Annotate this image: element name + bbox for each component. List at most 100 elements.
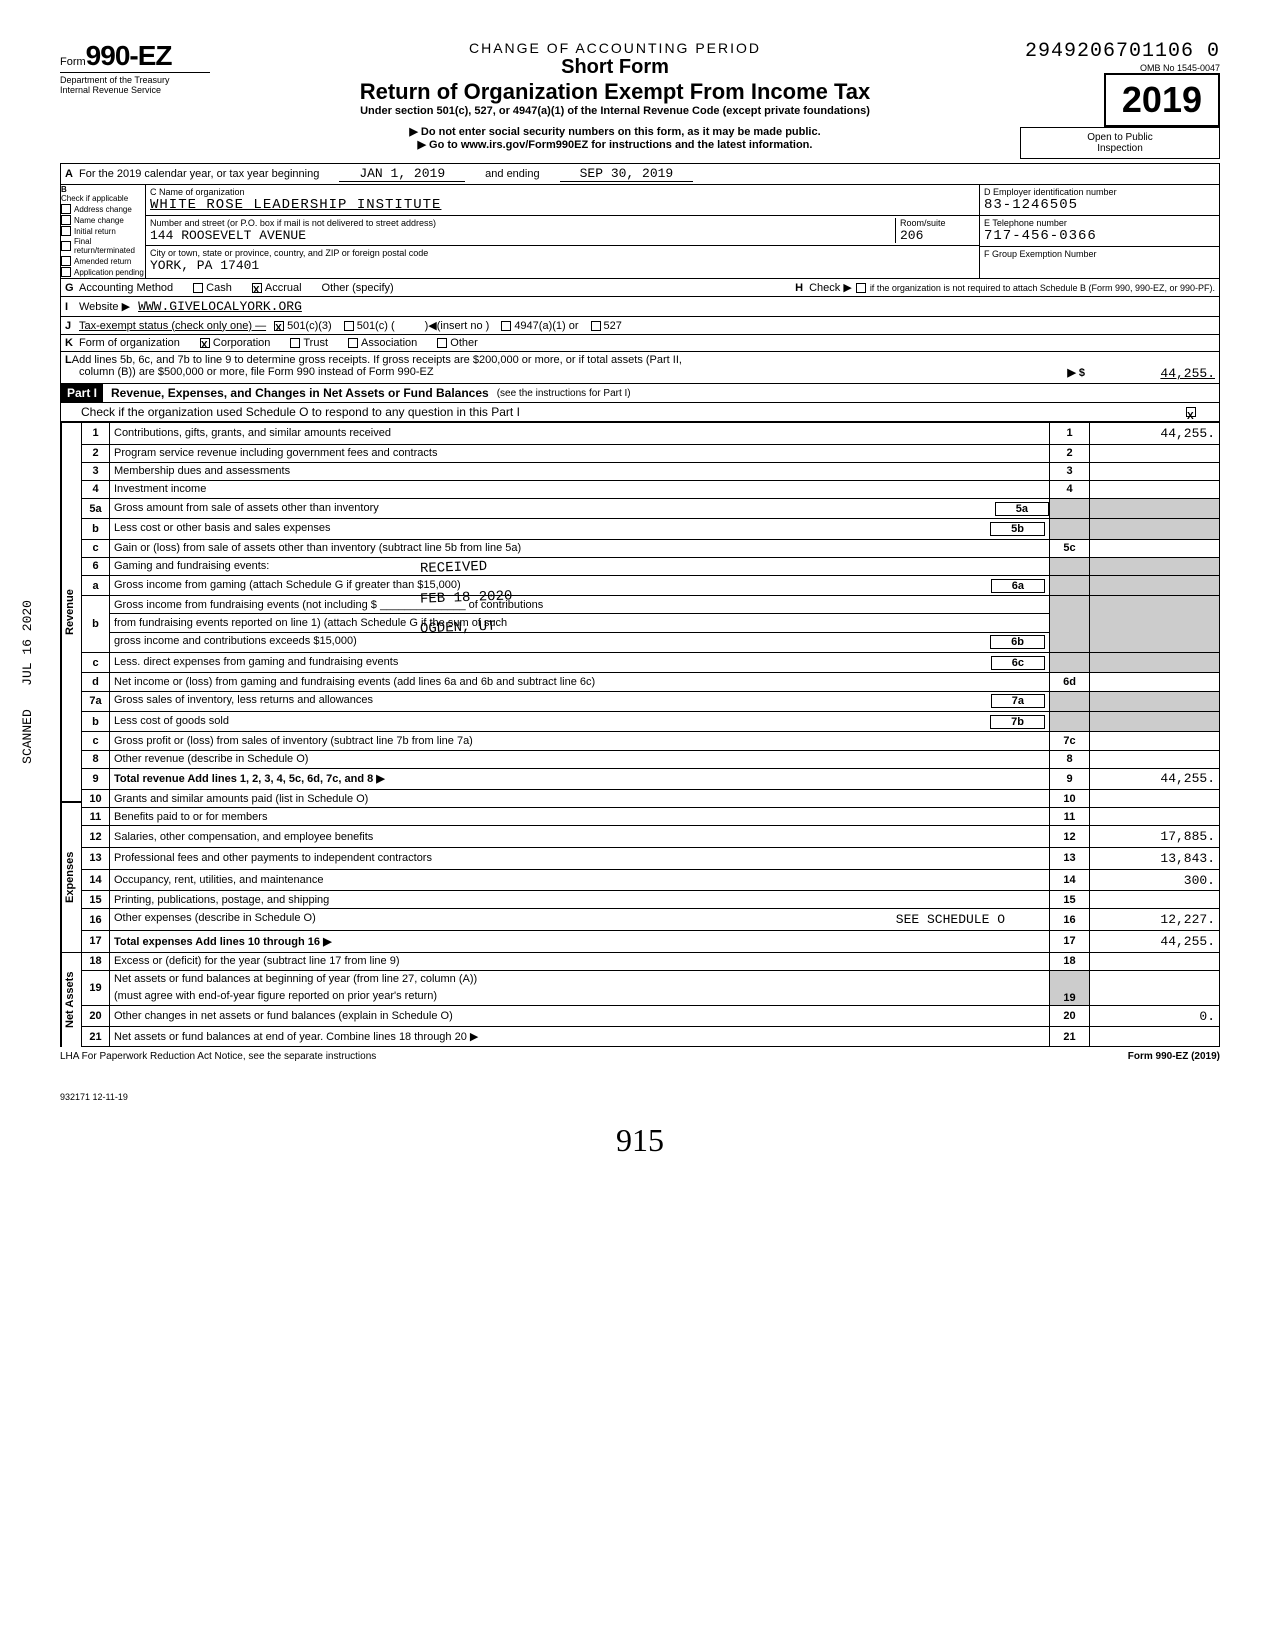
line6a-desc: Gross income from gaming (attach Schedul… <box>114 579 461 591</box>
group-exempt-label: F Group Exemption Number <box>984 249 1215 259</box>
part1-title: Revenue, Expenses, and Changes in Net As… <box>111 386 489 400</box>
line16-desc: Other expenses (describe in Schedule O) <box>114 912 316 924</box>
line21-desc: Net assets or fund balances at end of ye… <box>114 1031 467 1043</box>
cb-schedule-o[interactable] <box>1186 407 1196 417</box>
line7a-desc: Gross sales of inventory, less returns a… <box>114 694 373 706</box>
line5a-desc: Gross amount from sale of assets other t… <box>114 502 379 514</box>
org-info-block: B Check if applicable Address change Nam… <box>60 185 1220 279</box>
cb-other-org[interactable] <box>437 338 447 348</box>
row-j: J Tax-exempt status (check only one) — 5… <box>60 317 1220 335</box>
expenses-label: Expenses <box>61 802 81 952</box>
phone-value: 717-456-0366 <box>984 228 1097 244</box>
h-check-label: Check ▶ <box>809 281 852 294</box>
side-stamp: SCANNED JUL 16 2020 <box>20 600 35 764</box>
website-note: Go to www.irs.gov/Form990EZ for instruct… <box>210 138 1020 151</box>
form-org-label: Form of organization <box>79 337 180 349</box>
section-c: C Name of organization WHITE ROSE LEADER… <box>146 185 979 278</box>
row-l: LAdd lines 5b, 6c, and 7b to line 9 to d… <box>60 352 1220 384</box>
end-date: SEP 30, 2019 <box>560 166 694 182</box>
cb-app-pending[interactable]: Application pending <box>61 267 145 277</box>
cb-corporation[interactable] <box>200 338 210 348</box>
line7c-desc: Gross profit or (loss) from sales of inv… <box>110 732 1050 750</box>
cb-h-check[interactable] <box>856 283 866 293</box>
part1-label: Part I <box>61 384 103 402</box>
line9-desc: Total revenue Add lines 1, 2, 3, 4, 5c, … <box>114 773 373 785</box>
footer: LHA For Paperwork Reduction Act Notice, … <box>60 1051 1220 1062</box>
ein-value: 83-1246505 <box>984 197 1078 213</box>
lines-section: Revenue Expenses Net Assets 1Contributio… <box>60 422 1220 1047</box>
line1-desc: Contributions, gifts, grants, and simila… <box>110 423 1050 445</box>
subtitle: Under section 501(c), 527, or 4947(a)(1)… <box>210 105 1020 117</box>
city-label: City or town, state or province, country… <box>150 248 975 258</box>
cb-address-change[interactable]: Address change <box>61 204 145 214</box>
line13-desc: Professional fees and other payments to … <box>110 848 1050 870</box>
part1-note: (see the instructions for Part I) <box>497 388 631 399</box>
city-value: YORK, PA 17401 <box>150 258 259 273</box>
other-changes-amt: 0. <box>1090 1005 1220 1027</box>
line6c-desc: Less. direct expenses from gaming and fu… <box>114 656 398 668</box>
occupancy-amt: 300. <box>1090 869 1220 891</box>
website-value: WWW.GIVELOCALYORK.ORG <box>138 299 302 314</box>
line8-desc: Other revenue (describe in Schedule O) <box>110 750 1050 768</box>
form-number: 990-EZ <box>86 40 172 72</box>
cb-name-change[interactable]: Name change <box>61 215 145 225</box>
omb-number: OMB No 1545-0047 <box>1020 63 1220 73</box>
short-form-title: Short Form <box>210 56 1020 79</box>
main-title: Return of Organization Exempt From Incom… <box>210 79 1020 105</box>
h-note: if the organization is not required to a… <box>870 283 1215 293</box>
line5c-desc: Gain or (loss) from sale of assets other… <box>110 539 1050 557</box>
line-a-mid: and ending <box>485 168 539 180</box>
cb-501c3[interactable] <box>274 321 284 331</box>
tax-exempt-label: Tax-exempt status (check only one) — <box>79 320 266 332</box>
line3-desc: Membership dues and assessments <box>110 462 1050 480</box>
cb-4947[interactable] <box>501 321 511 331</box>
org-name: WHITE ROSE LEADERSHIP INSTITUTE <box>150 197 441 213</box>
cb-initial-return[interactable]: Initial return <box>61 226 145 236</box>
line17-desc: Total expenses Add lines 10 through 16 <box>114 936 320 948</box>
cb-association[interactable] <box>348 338 358 348</box>
row-l-text1: Add lines 5b, 6c, and 7b to line 9 to de… <box>72 354 682 366</box>
line4-desc: Investment income <box>110 480 1050 498</box>
cb-527[interactable] <box>591 321 601 331</box>
street-value: 144 ROOSEVELT AVENUE <box>150 228 306 243</box>
cb-accrual[interactable] <box>252 283 262 293</box>
accounting-method-label: Accounting Method <box>79 282 173 294</box>
tax-year: 2019 <box>1104 73 1220 127</box>
cb-amended[interactable]: Amended return <box>61 256 145 266</box>
cb-cash[interactable] <box>193 283 203 293</box>
ein-label: D Employer identification number <box>984 187 1215 197</box>
revenue-label: Revenue <box>61 422 81 802</box>
row-k: K Form of organization Corporation Trust… <box>60 335 1220 352</box>
received-stamp: RECEIVED <box>420 559 488 577</box>
form-prefix: Form <box>60 56 86 68</box>
netassets-label: Net Assets <box>61 952 81 1047</box>
line5b-desc: Less cost or other basis and sales expen… <box>114 522 330 534</box>
line14-desc: Occupancy, rent, utilities, and maintena… <box>110 869 1050 891</box>
prof-fees-amt: 13,843. <box>1090 848 1220 870</box>
row-l-text2: column (B)) are $500,000 or more, file F… <box>79 366 434 381</box>
footer-code: 932171 12-11-19 <box>60 1092 1220 1102</box>
section-b: B Check if applicable Address change Nam… <box>61 185 146 278</box>
right-info-col: D Employer identification number 83-1246… <box>979 185 1219 278</box>
dept-irs: Internal Revenue Service <box>60 85 210 95</box>
line-a: A For the 2019 calendar year, or tax yea… <box>60 163 1220 185</box>
row-g: G Accounting Method Cash Accrual Other (… <box>60 279 1220 297</box>
gross-receipts: 44,255. <box>1085 366 1215 381</box>
line15-desc: Printing, publications, postage, and shi… <box>110 891 1050 909</box>
part1-check-row: Check if the organization used Schedule … <box>60 403 1220 422</box>
phone-label: E Telephone number <box>984 218 1215 228</box>
cb-trust[interactable] <box>290 338 300 348</box>
cb-501c[interactable] <box>344 321 354 331</box>
line6d-desc: Net income or (loss) from gaming and fun… <box>110 673 1050 691</box>
cb-final-return[interactable]: Final return/terminated <box>61 237 145 255</box>
begin-date: JAN 1, 2019 <box>339 166 465 182</box>
open-public-1: Open to Public <box>1025 132 1215 143</box>
dept-treasury: Department of the Treasury <box>60 75 210 85</box>
title-block: CHANGE OF ACCOUNTING PERIOD Short Form R… <box>210 40 1020 151</box>
total-revenue: 44,255. <box>1090 768 1220 790</box>
form-header: Form 990-EZ Department of the Treasury I… <box>60 40 1220 159</box>
line1-amt: 44,255. <box>1090 423 1220 445</box>
line7b-desc: Less cost of goods sold <box>114 715 229 727</box>
other-specify: Other (specify) <box>322 282 394 294</box>
lines-table: 1Contributions, gifts, grants, and simil… <box>81 422 1220 1047</box>
